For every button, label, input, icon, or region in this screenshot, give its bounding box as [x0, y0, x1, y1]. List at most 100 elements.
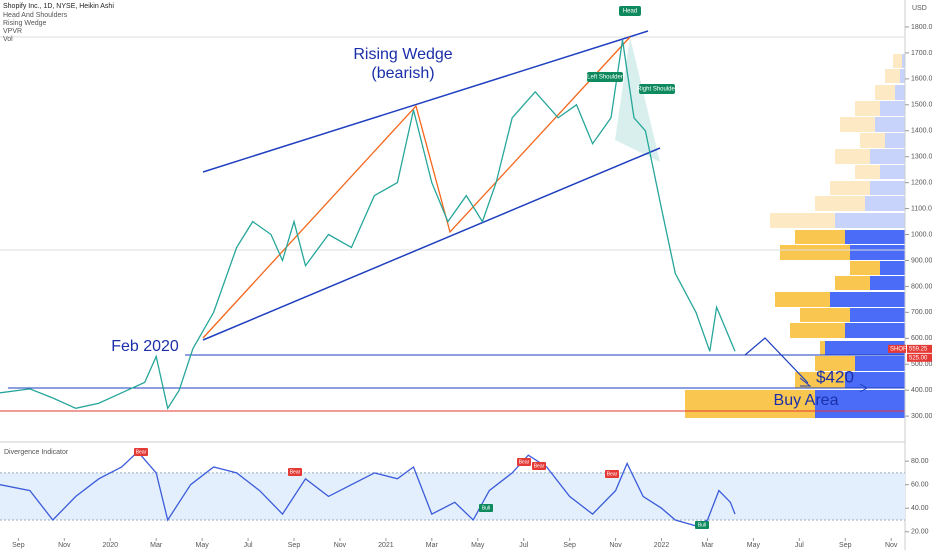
- x-tick-label: May: [471, 542, 485, 549]
- indicator-name: VPVR: [3, 28, 22, 35]
- x-tick-label: Mar: [150, 542, 163, 549]
- x-tick-label: Nov: [58, 542, 71, 549]
- y-tick-label: 1500.00: [911, 102, 932, 109]
- price-tag-label: 525.00: [909, 355, 928, 361]
- y-tick-label: 600.00: [911, 335, 932, 342]
- wedge-upper: [202, 30, 649, 173]
- volume-profile: [685, 54, 905, 418]
- y-tick-label: 1400.00: [911, 128, 932, 135]
- y-tick-label: 1200.00: [911, 179, 932, 186]
- y-tick-label: 900.00: [911, 257, 932, 264]
- arrow-head: [799, 377, 812, 387]
- signal-label: Bear: [607, 471, 618, 477]
- x-tick-label: May: [196, 542, 210, 549]
- vp-bar: [770, 213, 835, 228]
- pattern-label: (bearish): [371, 65, 434, 82]
- x-tick-label: Nov: [334, 542, 347, 549]
- pattern-point-label: Right Shoulder: [637, 87, 677, 93]
- signal-label: Bull: [698, 522, 706, 528]
- vp-bar: [835, 149, 870, 164]
- vp-bar: [875, 117, 905, 132]
- signal-box: [695, 521, 709, 529]
- y-tick-label: 1800.00: [911, 24, 932, 31]
- signal-label: Bear: [519, 459, 530, 465]
- vp-bar: [815, 390, 905, 418]
- pattern-point-label: Head: [623, 9, 637, 15]
- pattern-label: Rising Wedge: [353, 46, 452, 63]
- x-tick-label: 2022: [654, 542, 670, 549]
- x-tick-label: Nov: [609, 542, 622, 549]
- vp-bar: [845, 323, 905, 338]
- y-tick-label: 1700.00: [911, 50, 932, 57]
- wedge-lower: [202, 147, 661, 341]
- currency: USD: [912, 5, 927, 12]
- x-tick-label: Sep: [12, 542, 25, 549]
- x-tick-label: Mar: [701, 542, 714, 549]
- signal-box: [134, 448, 148, 456]
- symbol-tag-label: SHOP: [890, 346, 907, 352]
- pattern-point-box: [587, 72, 623, 82]
- vp-bar: [825, 341, 905, 355]
- vp-bar: [840, 117, 875, 132]
- projection-arrow: [744, 337, 809, 384]
- signal-box: [288, 468, 302, 476]
- vp-bar: [885, 69, 900, 83]
- symbol-title: Shopify Inc., 1D, NYSE, Heikin Ashi: [3, 3, 114, 10]
- x-tick-label: 2020: [102, 542, 118, 549]
- signal-box: [517, 458, 531, 466]
- vp-bar: [870, 276, 905, 290]
- vp-bar: [850, 245, 905, 260]
- y-tick-label: 80.00: [911, 458, 929, 465]
- indicator-name: Vol: [3, 36, 13, 43]
- y-tick-label: 40.00: [911, 505, 929, 512]
- vp-bar: [780, 245, 850, 260]
- pattern-point-label: Left Shoulder: [587, 75, 623, 81]
- symbol-tag: [888, 344, 906, 353]
- series-line: [0, 450, 736, 527]
- vp-bar: [835, 276, 870, 290]
- vp-bar: [845, 230, 905, 244]
- x-tick-label: Sep: [839, 542, 852, 549]
- x-tick-label: May: [747, 542, 761, 549]
- vp-bar: [850, 308, 905, 322]
- vp-bar: [855, 165, 880, 179]
- signal-label: Bear: [290, 469, 301, 475]
- vp-bar: [895, 85, 905, 100]
- vp-bar: [795, 230, 845, 244]
- vp-bar: [880, 101, 905, 116]
- vp-bar: [790, 323, 845, 338]
- vp-bar: [820, 341, 825, 355]
- x-tick-label: Sep: [288, 542, 301, 549]
- vp-bar: [900, 69, 905, 83]
- pattern-point-box: [619, 6, 641, 16]
- signal-label: Bear: [534, 463, 545, 469]
- price-tag-label: 559.25: [909, 346, 928, 352]
- y-tick-label: 1000.00: [911, 231, 932, 238]
- y-tick-label: 20.00: [911, 529, 929, 536]
- vp-bar: [830, 292, 905, 307]
- y-tick-label: 1600.00: [911, 76, 932, 83]
- arrow-head: [859, 383, 869, 393]
- indicator-name: Head And Shoulders: [3, 12, 68, 19]
- y-tick-label: 400.00: [911, 387, 932, 394]
- band: [0, 472, 905, 520]
- level-label: Buy Area: [774, 392, 839, 409]
- vp-bar: [685, 390, 815, 418]
- vp-bar: [855, 101, 880, 116]
- pane-title: Divergence Indicator: [4, 449, 69, 456]
- vp-bar: [893, 54, 902, 68]
- vp-bar: [815, 356, 855, 371]
- wedge-zigzag: [202, 36, 631, 339]
- vp-bar: [850, 261, 880, 275]
- series-line: [0, 39, 736, 410]
- vp-bar: [875, 85, 895, 100]
- vp-bar: [860, 133, 885, 148]
- price-tag: [907, 353, 932, 362]
- vp-bar: [855, 356, 905, 371]
- y-tick-label: 60.00: [911, 482, 929, 489]
- vp-bar: [775, 292, 830, 307]
- vp-bar: [815, 196, 865, 211]
- y-tick-label: 500.00: [911, 361, 932, 368]
